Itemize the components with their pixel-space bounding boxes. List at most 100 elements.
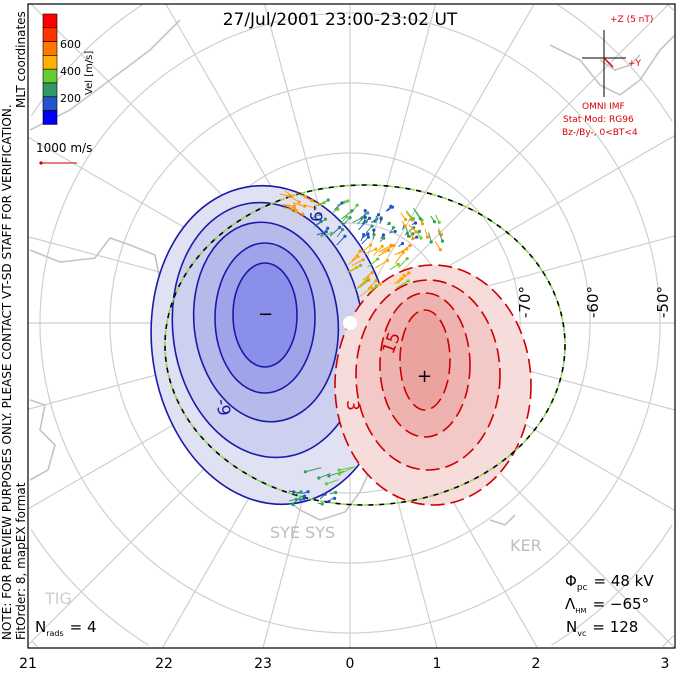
mlt-meridian — [349, 4, 670, 324]
vector-origin — [323, 492, 327, 496]
vector-origin — [393, 229, 397, 234]
velocity-vector — [396, 272, 410, 285]
vector-origin — [417, 229, 422, 233]
vector-origin — [370, 224, 374, 228]
vector-origin — [411, 236, 415, 241]
velocity-vector — [341, 210, 353, 220]
vector-origin — [358, 249, 362, 253]
vector-origin — [334, 490, 338, 495]
vector-origin — [320, 502, 324, 506]
velocity-vector — [314, 218, 326, 228]
vector-origin — [390, 205, 395, 209]
imf-clock: +Z (5 nT) +Y OMNI IMF Stat Mod: RG96 Bz-… — [562, 15, 653, 138]
imf-vector — [603, 57, 614, 68]
mlt-label: 21 — [19, 656, 37, 672]
vector-origin — [301, 212, 305, 216]
vector-origin — [317, 476, 321, 480]
velocity-vector — [357, 216, 365, 225]
latitude-circle — [31, 640, 38, 648]
velocity-vector — [341, 217, 351, 227]
velocity-vector — [367, 280, 377, 290]
colorbar-swatch — [42, 55, 58, 70]
vector-origin — [326, 198, 330, 202]
vector-origin — [370, 271, 374, 275]
velocity-vector — [394, 252, 404, 264]
vector-origin — [392, 244, 396, 248]
vector-origin — [327, 499, 331, 504]
vector-origin — [332, 496, 337, 500]
velocity-vector — [397, 258, 408, 269]
velocity-vectors — [279, 190, 445, 507]
velocity-vector — [305, 467, 322, 473]
vector-origin — [374, 247, 378, 251]
mlt-label: 2 — [532, 656, 541, 672]
hm-boundary-latitude: ΛHM = −65° — [565, 595, 649, 615]
vector-origin — [396, 262, 400, 266]
imf-y-label: +Y — [628, 59, 642, 69]
colorbar-label: Vel [m/s] — [84, 51, 95, 95]
vector-origin — [372, 228, 376, 232]
colorbar-swatch — [42, 27, 58, 42]
velocity-vector — [292, 210, 303, 215]
velocity-vector — [364, 248, 377, 255]
vector-origin — [338, 225, 342, 230]
velocity-vector — [320, 232, 332, 238]
stat-model: Stat Mod: RG96 — [563, 115, 634, 125]
vector-origin — [337, 468, 341, 472]
vector-origin — [437, 220, 441, 224]
vector-origin — [337, 472, 341, 476]
vector-origin — [380, 244, 384, 248]
colorbar-swatch — [42, 82, 58, 98]
cross-polar-potential: Φpc = 48 kV — [565, 572, 654, 593]
mlt-axis: 21 22 23 0 1 2 3 — [19, 656, 669, 672]
scale-vector-label: 1000 m/s — [36, 141, 92, 155]
vector-origin — [303, 470, 307, 474]
vector-origin — [385, 258, 390, 263]
vector-origin — [366, 232, 370, 236]
vector-origin — [379, 217, 383, 221]
vector-origin — [372, 232, 376, 237]
velocity-vector — [352, 217, 363, 223]
lat-label: -60° — [584, 286, 602, 318]
imf-z-label: +Z (5 nT) — [610, 15, 653, 25]
velocity-vector — [437, 230, 444, 242]
velocity-vector — [434, 241, 441, 250]
imf-condition: Bz-/By-, 0<BT<4 — [562, 128, 638, 138]
velocity-vector — [328, 470, 345, 477]
mlt-label: 23 — [254, 656, 272, 672]
statistics: Φpc = 48 kV ΛHM = −65° Nvc = 128 Nrads = 4 — [35, 572, 654, 638]
velocity-vector — [389, 263, 399, 271]
lat-label: -70° — [516, 286, 534, 318]
velocity-vector — [295, 192, 306, 198]
colorbar-swatch — [42, 96, 58, 111]
vector-origin — [429, 240, 433, 244]
vector-origin — [369, 243, 373, 247]
vector-origin — [414, 230, 418, 234]
vector-origin — [292, 204, 296, 208]
velocity-vector — [351, 250, 361, 262]
velocity-vector — [361, 244, 371, 253]
vector-origin — [366, 275, 370, 280]
radar-count: Nrads = 4 — [35, 618, 97, 638]
colorbar-tick: 600 — [60, 38, 81, 51]
velocity-vector — [428, 232, 432, 243]
vector-origin — [359, 263, 363, 268]
vector-origin — [346, 199, 350, 203]
velocity-vector — [396, 280, 409, 289]
vector-origin — [376, 213, 381, 217]
velocity-vector — [292, 202, 305, 207]
velocity-vector — [358, 287, 372, 298]
vector-origin — [313, 206, 317, 210]
station-label: TIG — [44, 589, 72, 608]
vector-origin — [303, 494, 307, 498]
vector-origin — [391, 226, 395, 230]
velocity-vector — [378, 249, 389, 257]
vector-origin — [366, 235, 371, 239]
vector-origin — [374, 284, 378, 288]
vector-origin — [387, 248, 391, 252]
velocity-vector — [283, 207, 297, 212]
vector-origin — [290, 194, 294, 198]
vector-origin — [411, 232, 415, 236]
mlt-label: 3 — [661, 656, 670, 672]
vector-origin — [336, 207, 340, 211]
